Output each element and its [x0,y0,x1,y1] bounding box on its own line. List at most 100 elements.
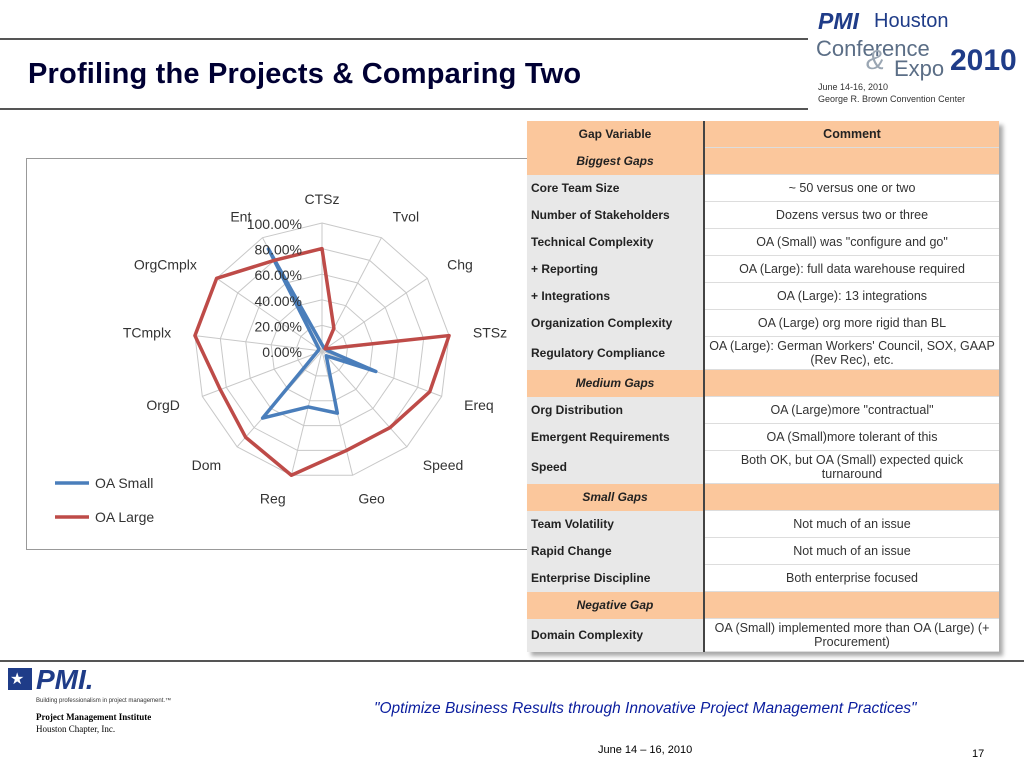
conference-logo: PMI Houston Conference & Expo 2010 June … [810,4,1017,108]
table-row: Org Distribution OA (Large)more "contract… [527,396,999,424]
category-label: Dom [192,457,222,473]
comment-cell: Both enterprise focused [704,564,999,592]
table-row: Domain Complexity OA (Small) implemented … [527,618,999,652]
section-label: Medium Gaps [527,369,705,397]
section-label: Small Gaps [527,483,705,511]
radial-tick-label: 40.00% [255,293,302,309]
comment-cell: OA (Large): 13 integrations [704,282,999,310]
comment-cell: OA (Large) org more rigid than BL [704,309,999,337]
table-row: Rapid Change Not much of an issue [527,537,999,565]
table-row: + Integrations OA (Large): 13 integration… [527,282,999,310]
radar-chart-frame: 0.00% 20.00% 40.00% 60.00% 80.00% 100.00% CTSz… [26,158,540,550]
table-row: Number of Stakeholders Dozens versus two … [527,201,999,229]
comment-cell: Not much of an issue [704,537,999,565]
category-label: Ent [230,208,251,224]
radar-grid-ring [245,273,399,427]
table-row: Emergent Requirements OA (Small)more tole… [527,423,999,451]
gap-variable-cell: Domain Complexity [527,618,705,652]
gap-variable-cell: Org Distribution [527,396,705,424]
category-label: Speed [423,457,463,473]
comment-cell: OA (Small) was "configure and go" [704,228,999,256]
header-gap-variable: Gap Variable [527,121,705,148]
table-section-row: Medium Gaps [527,369,999,397]
section-label: Negative Gap [527,591,705,619]
series-line-oa-large [193,246,451,478]
radial-tick-label: 100.00% [247,216,302,232]
comment-cell [704,147,999,175]
radar-spoke [290,350,323,476]
logo-expo: Expo [894,56,945,81]
radar-grid-ring [270,299,374,402]
legend-label: OA Small [95,475,153,491]
footer-quote: "Optimize Business Results through Innov… [374,700,917,717]
comment-cell: OA (Large)more "contractual" [704,396,999,424]
comment-cell: OA (Large): full data warehouse required [704,255,999,283]
page-number: 17 [972,748,985,760]
logo-houston: Houston [874,10,949,32]
pmi-houston-logo: ★ PMI. Building professionalism in proje… [8,664,173,743]
table-section-row: Biggest Gaps [527,147,999,175]
comment-cell: OA (Small)more tolerant of this [704,423,999,451]
category-label: TCmplx [123,325,171,341]
radar-grid-ring [219,248,425,451]
category-label: Reg [260,491,286,507]
table-row: Organization Complexity OA (Large) org mo… [527,309,999,337]
section-label: Biggest Gaps [527,147,705,175]
radar-spoke [321,350,408,448]
table-row: Speed Both OK, but OA (Small) expected qu… [527,450,999,484]
category-label: STSz [473,325,507,341]
radial-tick-label: 80.00% [255,242,302,258]
category-label: Chg [447,257,473,273]
logo-dates: June 14-16, 2010 [818,82,889,92]
comment-cell [704,591,999,619]
table-row: Regulatory Compliance OA (Large): German … [527,336,999,370]
slide-title: Profiling the Projects & Comparing Two [28,58,582,90]
table-row: Technical Complexity OA (Small) was "conf… [527,228,999,256]
footer-rule [0,660,1024,662]
pmi-tagline: Building professionalism in project mana… [36,698,172,704]
category-label: CTSz [305,191,340,207]
radar-grid-ring [296,324,348,377]
table-row: Enterprise Discipline Both enterprise foc… [527,564,999,592]
comment-cell: Dozens versus two or three [704,201,999,229]
gap-variable-cell: Number of Stakeholders [527,201,705,229]
title-rule-bottom [0,108,808,110]
category-label: Ereq [464,397,494,413]
gap-variable-cell: Speed [527,450,705,484]
logo-year: 2010 [950,44,1017,77]
comment-cell [704,483,999,511]
comment-cell: Not much of an issue [704,510,999,538]
comment-cell: OA (Large): German Workers' Council, SOX… [704,336,999,370]
logo-venue: George R. Brown Convention Center [818,94,966,104]
pmi-chapter: Houston Chapter, Inc. [36,724,116,734]
texas-flag-icon: ★ [8,668,32,690]
logo-ampersand: & [866,44,885,75]
category-label: Tvol [393,208,419,224]
radar-spoke [202,350,323,397]
gap-variable-cell: Technical Complexity [527,228,705,256]
table-row: Core Team Size ~ 50 versus one or two [527,174,999,202]
gap-table: Gap Variable Comment Biggest Gaps Core Te… [527,121,999,652]
pmi-mark: PMI. [36,664,94,695]
footer-date: June 14 – 16, 2010 [598,744,693,756]
radar-spoke [321,277,428,352]
table-section-row: Negative Gap [527,591,999,619]
table-section-row: Small Gaps [527,483,999,511]
title-rule-top [0,38,808,40]
comment-cell [704,369,999,397]
gap-variable-cell: Core Team Size [527,174,705,202]
radar-spoke [216,277,323,352]
category-label: Geo [358,491,385,507]
category-label: OrgCmplx [134,257,197,273]
gap-variable-cell: + Reporting [527,255,705,283]
gap-variable-cell: Rapid Change [527,537,705,565]
comment-cell: ~ 50 versus one or two [704,174,999,202]
legend-label: OA Large [95,509,154,525]
gap-variable-cell: + Integrations [527,282,705,310]
table-row: Team Volatility Not much of an issue [527,510,999,538]
radar-chart: 0.00% 20.00% 40.00% 60.00% 80.00% 100.00%CTSz… [55,191,507,525]
table-header-row: Gap Variable Comment [527,121,999,148]
gap-variable-cell: Emergent Requirements [527,423,705,451]
comment-cell: Both OK, but OA (Small) expected quick t… [704,450,999,484]
radial-tick-label: 0.00% [262,344,302,360]
